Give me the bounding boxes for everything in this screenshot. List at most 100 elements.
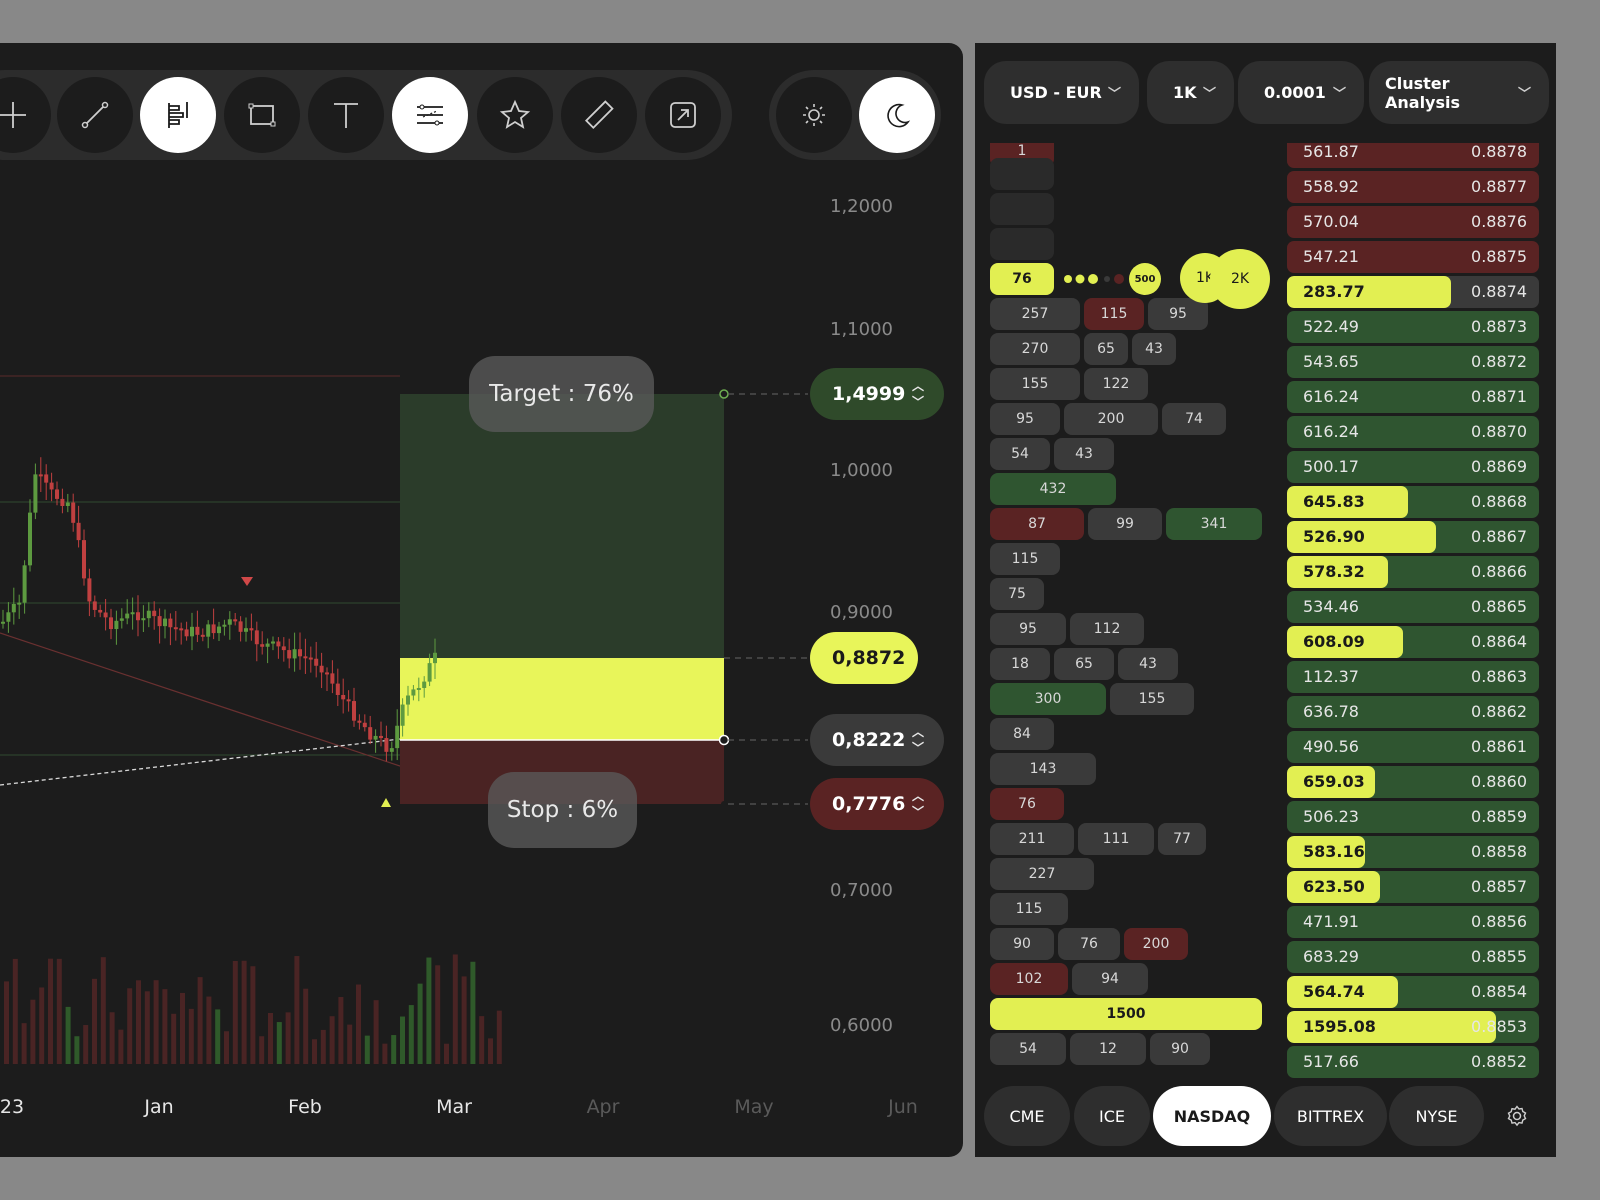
cluster-cell[interactable]: 270 <box>990 333 1080 365</box>
cluster-cell[interactable]: 95 <box>1148 298 1208 330</box>
price-row[interactable]: 522.49 0.8873 <box>1287 311 1539 343</box>
cluster-cell[interactable]: 76 <box>990 788 1064 820</box>
cluster-cell[interactable]: 77 <box>1158 823 1206 855</box>
cluster-cell[interactable]: 18 <box>990 648 1050 680</box>
cluster-cell[interactable]: 102 <box>990 963 1068 995</box>
price-stepper[interactable]: ︿ ﹀ <box>912 378 924 410</box>
tab-bittrex[interactable]: BITTREX <box>1274 1086 1387 1146</box>
price-row[interactable]: 112.37 0.8863 <box>1287 661 1539 693</box>
cluster-cell[interactable]: 227 <box>990 858 1094 890</box>
price-row[interactable]: 471.91 0.8856 <box>1287 906 1539 938</box>
cluster-cell[interactable]: 54 <box>990 1033 1066 1065</box>
chevron-up-icon[interactable]: ︿ <box>912 789 925 803</box>
tab-ice[interactable]: ICE <box>1074 1086 1150 1146</box>
cluster-cell[interactable]: 95 <box>990 403 1060 435</box>
price-row[interactable]: 543.65 0.8872 <box>1287 346 1539 378</box>
flag-icon[interactable] <box>140 77 216 153</box>
cluster-cell[interactable]: 76 <box>1058 928 1120 960</box>
cluster-cell[interactable]: 257 <box>990 298 1080 330</box>
cluster-cell[interactable]: 1500 <box>990 998 1262 1030</box>
cluster-cell[interactable]: 65 <box>1054 648 1114 680</box>
chevron-down-icon[interactable]: ﹀ <box>912 741 925 755</box>
cluster-cell[interactable]: 43 <box>1118 648 1178 680</box>
chevron-down-icon[interactable]: ﹀ <box>912 805 925 819</box>
cluster-cell[interactable]: 43 <box>1132 333 1176 365</box>
price-row[interactable]: 683.29 0.8855 <box>1287 941 1539 973</box>
cluster-cell[interactable]: 115 <box>990 893 1068 925</box>
price-row[interactable]: 564.74 0.8854 <box>1287 976 1539 1008</box>
ruler-icon[interactable] <box>561 77 637 153</box>
tab-nasdaq[interactable]: NASDAQ <box>1153 1086 1271 1146</box>
entry-price-tag[interactable]: 0,8222 ︿ ﹀ <box>810 714 944 766</box>
price-row[interactable]: 645.83 0.8868 <box>1287 486 1539 518</box>
cluster-cell[interactable]: 111 <box>1078 823 1154 855</box>
price-row[interactable]: 578.32 0.8866 <box>1287 556 1539 588</box>
price-row[interactable]: 583.16 0.8858 <box>1287 836 1539 868</box>
price-row[interactable]: 534.46 0.8865 <box>1287 591 1539 623</box>
pair-dropdown[interactable]: USD - EUR ﹀ <box>984 61 1139 124</box>
line-icon[interactable] <box>57 77 133 153</box>
moon-icon[interactable] <box>859 77 935 153</box>
cluster-cell[interactable]: 155 <box>990 368 1080 400</box>
tab-nyse[interactable]: NYSE <box>1389 1086 1484 1146</box>
price-row[interactable]: 283.77 0.8874 <box>1287 276 1539 308</box>
cluster-cell[interactable]: 115 <box>990 543 1060 575</box>
price-row[interactable]: 558.92 0.8877 <box>1287 171 1539 203</box>
price-row[interactable]: 616.24 0.8871 <box>1287 381 1539 413</box>
price-row[interactable]: 490.56 0.8861 <box>1287 731 1539 763</box>
cluster-cell[interactable]: 341 <box>1166 508 1262 540</box>
price-row[interactable]: 500.17 0.8869 <box>1287 451 1539 483</box>
cluster-cell[interactable]: 200 <box>1124 928 1188 960</box>
target-price-tag[interactable]: 1,4999 ︿ ﹀ <box>810 368 944 420</box>
mode-dropdown[interactable]: Cluster Analysis ﹀ <box>1369 61 1549 124</box>
cluster-cell[interactable]: 94 <box>1072 963 1148 995</box>
cluster-cell[interactable]: 90 <box>990 928 1054 960</box>
price-row[interactable]: 616.24 0.8870 <box>1287 416 1539 448</box>
price-row[interactable]: 636.78 0.8862 <box>1287 696 1539 728</box>
cluster-cell[interactable] <box>990 158 1054 190</box>
cluster-cell[interactable]: 95 <box>990 613 1066 645</box>
price-row[interactable]: 623.50 0.8857 <box>1287 871 1539 903</box>
cluster-cell[interactable]: 90 <box>1150 1033 1210 1065</box>
cluster-cell[interactable]: 12 <box>1070 1033 1146 1065</box>
price-row[interactable]: 547.21 0.8875 <box>1287 241 1539 273</box>
cluster-cell[interactable]: 99 <box>1088 508 1162 540</box>
price-chart[interactable] <box>0 43 963 1157</box>
cluster-cell[interactable]: 112 <box>1070 613 1144 645</box>
cluster-cell[interactable]: 115 <box>1084 298 1144 330</box>
price-row[interactable]: 561.87 0.8878 <box>1287 143 1539 168</box>
cluster-cell[interactable] <box>990 193 1054 225</box>
cluster-cell[interactable]: 87 <box>990 508 1084 540</box>
text-icon[interactable] <box>308 77 384 153</box>
stop-price-tag[interactable]: 0,7776 ︿ ﹀ <box>810 778 944 830</box>
chevron-up-icon[interactable]: ︿ <box>912 379 925 393</box>
lines-icon[interactable] <box>392 77 468 153</box>
cluster-cell[interactable]: 84 <box>990 718 1054 750</box>
cluster-cell[interactable]: 75 <box>990 578 1044 610</box>
star-icon[interactable] <box>477 77 553 153</box>
cluster-cell[interactable]: 65 <box>1084 333 1128 365</box>
cluster-cell[interactable] <box>990 228 1054 260</box>
cluster-cell[interactable]: 143 <box>990 753 1096 785</box>
chevron-up-icon[interactable]: ︿ <box>912 725 925 739</box>
tick-dropdown[interactable]: 0.0001 ﹀ <box>1238 61 1364 124</box>
chevron-down-icon[interactable]: ﹀ <box>912 395 925 409</box>
cluster-cell[interactable]: 54 <box>990 438 1050 470</box>
cluster-cell[interactable]: 155 <box>1110 683 1194 715</box>
size-dropdown[interactable]: 1K ﹀ <box>1147 61 1234 124</box>
expand-icon[interactable] <box>645 77 721 153</box>
price-stepper[interactable]: ︿ ﹀ <box>912 788 924 820</box>
cluster-cell[interactable]: 122 <box>1084 368 1148 400</box>
cluster-cell[interactable]: 74 <box>1162 403 1226 435</box>
price-stepper[interactable]: ︿ ﹀ <box>912 724 924 756</box>
cluster-column[interactable]: 1 257 115 95 270 65 43 155 122 95 200 74 54 43 432 87 99… <box>990 143 1270 1113</box>
cluster-cell[interactable]: 211 <box>990 823 1074 855</box>
sun-icon[interactable] <box>776 77 852 153</box>
price-row[interactable]: 517.66 0.8852 <box>1287 1046 1539 1078</box>
price-row[interactable]: 506.23 0.8859 <box>1287 801 1539 833</box>
cluster-cell[interactable]: 200 <box>1064 403 1158 435</box>
price-ladder[interactable]: 561.87 0.8878 558.92 0.8877 570.04 0.8876 547.… <box>1287 143 1543 1113</box>
price-row[interactable]: 608.09 0.8864 <box>1287 626 1539 658</box>
cluster-cell[interactable]: 43 <box>1054 438 1114 470</box>
crosshair-icon[interactable] <box>0 77 51 153</box>
